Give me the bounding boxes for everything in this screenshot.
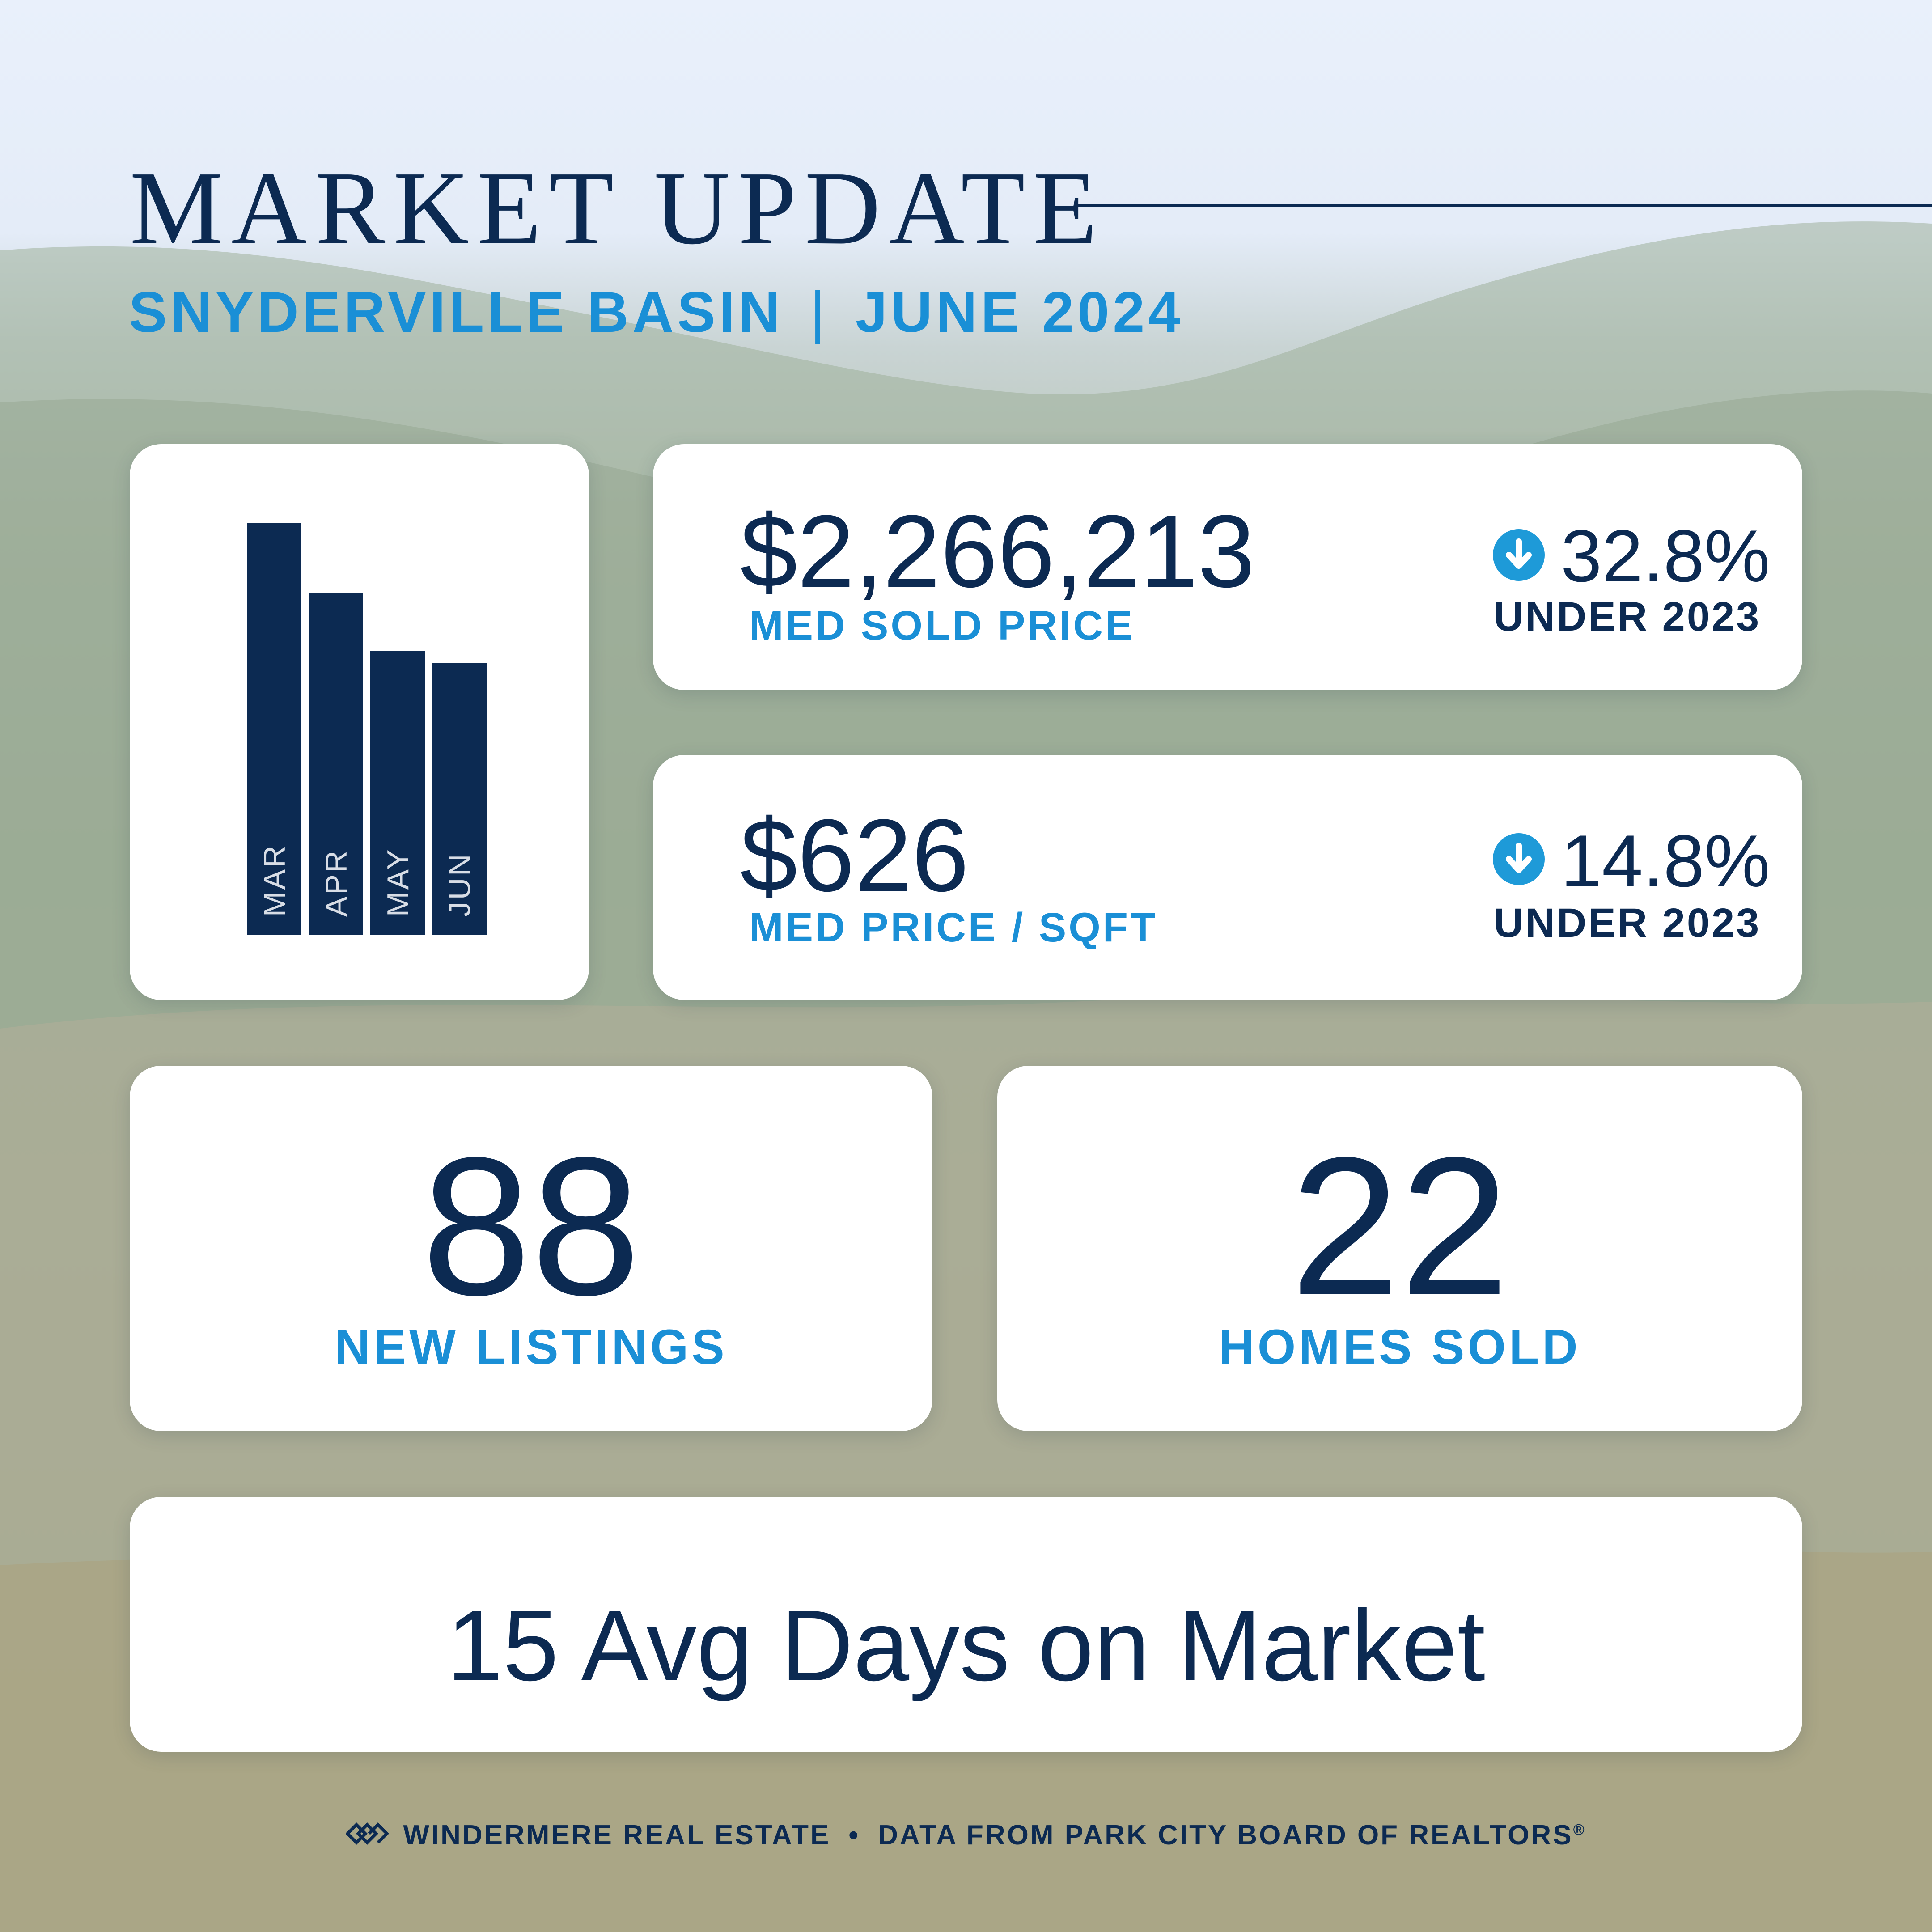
med-price-sqft-change: 14.8% [1561, 820, 1770, 902]
registered-mark: ® [1573, 1821, 1586, 1839]
footer-bullet: • [848, 1820, 860, 1851]
med-sold-price-label: MED SOLD PRICE [749, 603, 1135, 648]
med-sold-price-change-label: UNDER 2023 [1494, 594, 1761, 640]
chart-bar-label: APR [319, 849, 353, 917]
footer-source: DATA FROM PARK CITY BOARD OF REALTORS [878, 1820, 1573, 1851]
area-name: SNYDERVILLE BASIN [129, 280, 784, 344]
med-price-sqft-label: MED PRICE / SQFT [749, 905, 1158, 950]
med-sold-price-change: 32.8% [1561, 515, 1770, 597]
med-price-sqft-value: $626 [740, 798, 969, 913]
med-sold-price-value: $2,266,213 [740, 494, 1255, 609]
homes-sold-value: 22 [1290, 1117, 1509, 1336]
med-price-sqft-change-label: UNDER 2023 [1494, 900, 1761, 946]
footer-brand: WINDERMERE REAL ESTATE [403, 1820, 831, 1851]
chart-bar-label: MAY [381, 847, 415, 917]
days-on-market-card: 15 Avg Days on Market [130, 1497, 1802, 1752]
arrow-down-circle-icon [1493, 529, 1545, 581]
report-period: JUNE 2024 [855, 280, 1184, 344]
chart-bar-label: MAR [258, 843, 292, 917]
bar-chart: MAR APR MAY JUN [130, 444, 589, 1000]
days-on-market-text: 15 Avg Days on Market [446, 1589, 1486, 1702]
chart-bar-label: JUN [443, 852, 477, 917]
new-listings-label: NEW LISTINGS [335, 1320, 728, 1375]
med-price-sqft-card: $626 MED PRICE / SQFT 14.8% UNDER 2023 [653, 755, 1802, 1000]
chart-bar-may [370, 651, 425, 935]
chart-bar-jun [432, 663, 487, 935]
chart-bar-mar [247, 523, 301, 935]
footer: WINDERMERE REAL ESTATE • DATA FROM PARK CI… [0, 1819, 1932, 1853]
arrow-down-circle-icon [1493, 833, 1545, 885]
title-divider [1076, 204, 1932, 207]
subtitle: SNYDERVILLE BASIN | JUNE 2024 [129, 280, 1184, 345]
subtitle-separator: | [810, 280, 829, 344]
windermere-logo-icon [345, 1821, 390, 1853]
med-sold-price-card: $2,266,213 MED SOLD PRICE 32.8% UNDER 20… [653, 444, 1802, 690]
chart-bar-apr [309, 593, 363, 935]
new-listings-value: 88 [421, 1117, 641, 1336]
homes-sold-label: HOMES SOLD [1219, 1320, 1581, 1375]
trend-chart-card: MAR APR MAY JUN [130, 444, 589, 1000]
new-listings-card: 88 NEW LISTINGS [130, 1066, 932, 1431]
page-title: MARKET UPDATE [130, 150, 1106, 266]
homes-sold-card: 22 HOMES SOLD [997, 1066, 1802, 1431]
